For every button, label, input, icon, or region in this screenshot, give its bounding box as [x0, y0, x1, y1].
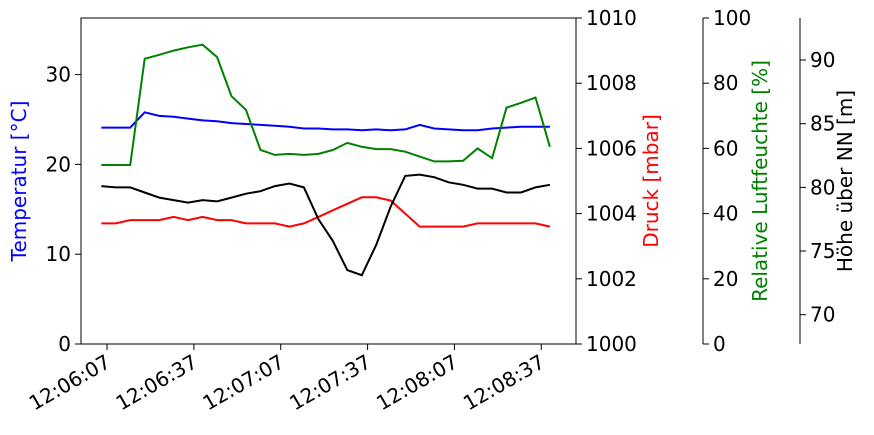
- y-tick-label: 0: [58, 332, 71, 356]
- axis-label: Druck [mbar]: [639, 114, 663, 248]
- x-tick-label: 12:06:07: [25, 350, 115, 416]
- y-tick-label: 70: [810, 303, 835, 327]
- y-tick-label: 100: [713, 6, 751, 30]
- y-tick-label: 30: [46, 63, 71, 87]
- y-tick-label: 20: [46, 152, 71, 176]
- y-tick-label: 1008: [586, 71, 637, 95]
- axis-label: Temperatur [°C]: [7, 101, 31, 263]
- y-tick-label: 85: [810, 112, 835, 136]
- data-line: [101, 43, 551, 166]
- data-line: [101, 111, 550, 132]
- x-tick-label: 12:07:07: [198, 350, 288, 416]
- y-tick-label: 90: [810, 48, 835, 72]
- x-tick-label: 12:08:07: [372, 350, 462, 416]
- y-tick-label: 75: [810, 239, 835, 263]
- y-tick-label: 60: [713, 136, 738, 160]
- y-tick-label: 40: [713, 202, 738, 226]
- y-tick-label: 20: [713, 267, 738, 291]
- y-tick-label: 1002: [586, 267, 637, 291]
- x-tick-label: 12:06:37: [112, 350, 202, 416]
- data-line: [101, 196, 551, 228]
- data-line: [101, 173, 551, 277]
- x-tick-label: 12:08:37: [459, 350, 549, 416]
- y-tick-label: 80: [810, 175, 835, 199]
- y-tick-label: 1004: [586, 202, 637, 226]
- y-tick-label: 1010: [586, 6, 637, 30]
- axis-label: Höhe über NN [m]: [833, 90, 857, 272]
- y-tick-label: 80: [713, 71, 738, 95]
- y-tick-label: 10: [46, 242, 71, 266]
- plot-frame: [80, 17, 577, 345]
- y-tick-label: 1006: [586, 136, 637, 160]
- y-tick-label: 0: [713, 332, 726, 356]
- y-tick-label: 1000: [586, 332, 637, 356]
- x-tick-label: 12:07:37: [285, 350, 375, 416]
- axis-label: Relative Luftfeuchte [%]: [748, 60, 772, 302]
